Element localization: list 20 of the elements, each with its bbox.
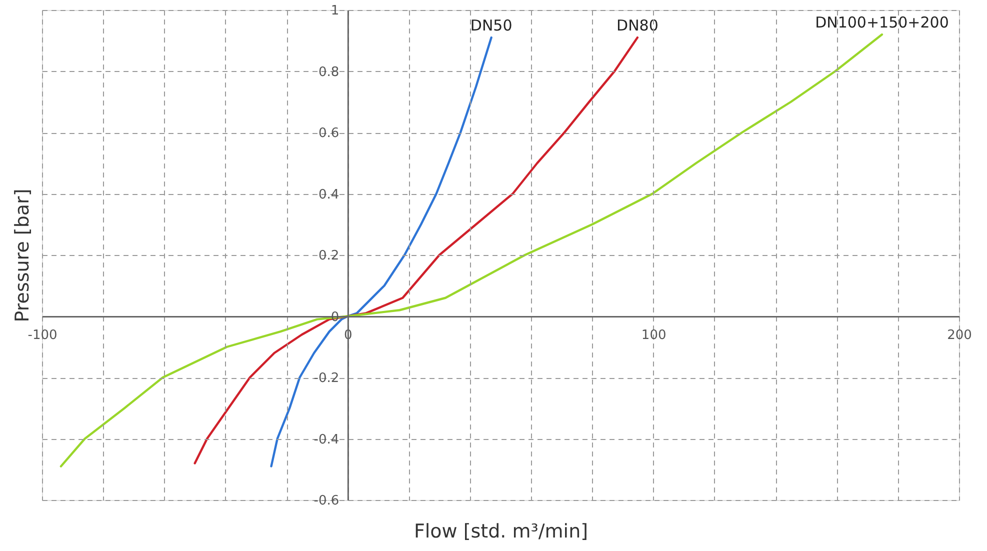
y-tick-label: 1: [330, 4, 340, 18]
x-tick-label: 100: [641, 328, 666, 343]
y-tick-label: 0: [330, 310, 340, 325]
y-tick-label: -0.4: [314, 432, 340, 448]
x-tick-label: 200: [947, 328, 972, 343]
y-tick-label: -0.6: [314, 494, 340, 508]
y-tick-label: 0.4: [318, 187, 340, 202]
y-tick-label: -0.2: [314, 371, 340, 386]
line-series: [270, 36, 492, 468]
y-tick-label: 0.8: [318, 64, 340, 80]
y-tick-label: 0.6: [318, 126, 340, 141]
series-label: DN80: [616, 16, 658, 35]
y-axis-title: Pressure [bar]: [12, 188, 34, 322]
line-series: [60, 33, 884, 468]
series-label: DN100+150+200: [815, 14, 949, 32]
x-axis-title: Flow [std. m³/min]: [414, 520, 588, 542]
y-tick-label: 0.2: [318, 248, 340, 264]
series-label: DN50: [470, 16, 512, 35]
line-series: [194, 36, 639, 464]
x-tick-label: -100: [28, 328, 58, 343]
